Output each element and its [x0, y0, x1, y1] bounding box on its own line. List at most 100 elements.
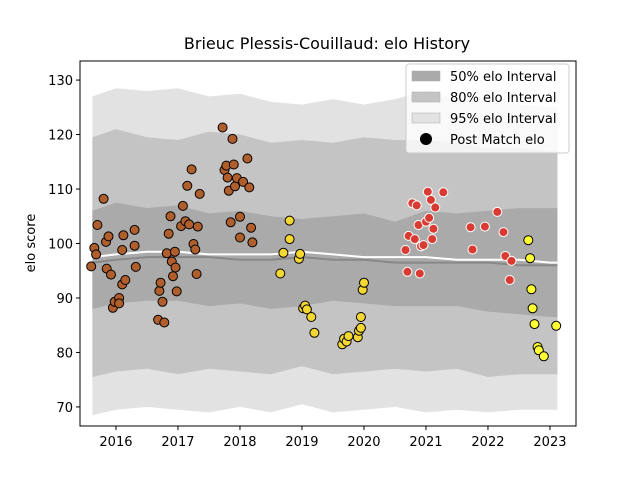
legend-marker: [420, 133, 432, 145]
legend-swatch: [411, 70, 441, 82]
legend: 50% elo Interval 80% elo Interval 95% elo …: [405, 63, 570, 154]
match-point: [235, 232, 245, 243]
match-point: [246, 222, 257, 233]
match-point: [309, 327, 320, 338]
chart-title: Brieuc Plessis-Couillaud: elo History: [184, 34, 470, 53]
match-point: [194, 188, 205, 199]
match-point: [523, 235, 534, 246]
match-point: [92, 220, 103, 230]
match-point: [222, 172, 233, 183]
match-point: [227, 133, 238, 144]
match-point: [411, 200, 422, 211]
y-tick-label: 90: [56, 292, 73, 307]
match-point: [186, 164, 197, 175]
match-point: [295, 248, 306, 259]
match-point: [129, 224, 140, 235]
x-tick-label: 2017: [161, 435, 194, 450]
match-point: [154, 285, 165, 296]
x-tick-label: 2018: [223, 435, 256, 450]
match-point: [465, 222, 476, 233]
match-point: [238, 176, 249, 187]
match-point: [538, 351, 549, 362]
match-point: [306, 312, 317, 322]
match-point: [479, 221, 490, 232]
match-point: [230, 181, 240, 192]
match-point: [120, 275, 131, 285]
match-point: [498, 227, 509, 238]
match-point: [155, 277, 166, 288]
match-point: [428, 223, 439, 234]
match-point: [424, 212, 435, 223]
match-point: [527, 303, 538, 314]
legend-label: Post Match elo: [450, 133, 545, 148]
match-point: [117, 245, 128, 255]
y-tick-label: 100: [48, 238, 73, 253]
match-point: [244, 182, 255, 193]
match-point: [506, 255, 517, 266]
match-point: [130, 261, 141, 272]
y-tick-label: 110: [48, 183, 73, 198]
match-point: [86, 261, 97, 272]
match-point: [504, 275, 515, 285]
match-point: [284, 234, 295, 245]
match-point: [343, 331, 354, 342]
legend-swatch: [411, 91, 441, 103]
match-point: [400, 245, 411, 255]
x-tick-label: 2020: [347, 435, 380, 450]
match-point: [177, 200, 188, 211]
match-point: [106, 269, 116, 280]
match-point: [217, 122, 228, 133]
legend-swatch: [411, 112, 441, 124]
match-point: [161, 248, 172, 259]
y-tick-label: 70: [56, 401, 73, 416]
match-point: [169, 246, 180, 257]
match-point: [165, 211, 176, 222]
match-point: [170, 262, 181, 273]
legend-label: 80% elo Interval: [450, 91, 557, 106]
match-point: [118, 230, 129, 241]
match-point: [301, 304, 312, 315]
match-point: [91, 249, 102, 260]
match-point: [157, 296, 168, 307]
match-point: [129, 240, 140, 251]
legend-label: 50% elo Interval: [450, 70, 557, 85]
match-point: [284, 215, 295, 226]
match-point: [103, 231, 114, 242]
legend-label: 95% elo Interval: [450, 112, 557, 127]
match-point: [98, 193, 109, 204]
match-point: [467, 244, 478, 255]
match-point: [159, 317, 170, 328]
x-axis-ticks: 2016 2017 2018 2019 2020 2021 2022 2023: [99, 426, 567, 450]
match-point: [422, 186, 433, 197]
match-point: [228, 159, 239, 170]
match-point: [438, 187, 449, 198]
match-point: [402, 266, 413, 277]
match-point: [425, 194, 436, 205]
match-point: [492, 206, 503, 217]
x-tick-label: 2023: [533, 435, 566, 450]
match-point: [409, 234, 420, 245]
match-point: [184, 219, 195, 230]
y-tick-label: 130: [48, 74, 73, 89]
x-tick-label: 2022: [471, 435, 504, 450]
match-point: [242, 153, 253, 164]
match-point: [525, 253, 536, 264]
match-point: [190, 244, 201, 255]
y-tick-label: 80: [56, 346, 73, 361]
x-tick-label: 2019: [285, 435, 318, 450]
match-point: [427, 234, 438, 245]
match-point: [163, 228, 174, 239]
match-point: [355, 312, 366, 322]
match-point: [529, 319, 540, 330]
legend-box: [405, 63, 570, 154]
y-axis-ticks: 70 80 90 100 110 120 130: [48, 74, 80, 416]
match-point: [355, 322, 366, 333]
match-point: [191, 269, 202, 279]
x-tick-label: 2016: [99, 435, 132, 450]
match-point: [171, 286, 182, 297]
match-point: [414, 268, 425, 279]
match-point: [192, 221, 203, 232]
match-point: [278, 247, 289, 258]
match-point: [275, 268, 286, 279]
